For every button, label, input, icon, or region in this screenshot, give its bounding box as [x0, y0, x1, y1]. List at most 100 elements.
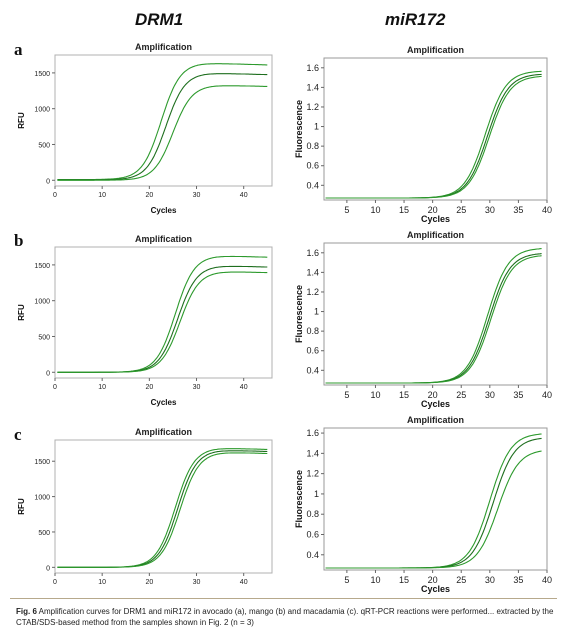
y-tick-label: 0	[46, 565, 50, 572]
x-tick-label: 25	[456, 205, 466, 215]
y-tick-label: 0.6	[306, 161, 319, 171]
y-tick-label: 1.4	[306, 82, 319, 92]
row-letter-b: b	[14, 231, 24, 250]
y-axis-label: Fluorescence	[294, 285, 304, 343]
x-tick-label: 15	[399, 390, 409, 400]
amplification-curve	[325, 450, 542, 569]
x-tick-label: 5	[344, 205, 349, 215]
chart-title: Amplification	[407, 415, 464, 425]
column-title-mir172: miR172	[385, 10, 446, 29]
x-tick-label: 30	[193, 579, 201, 586]
x-tick-label: 20	[428, 575, 438, 585]
amplification-curve	[325, 255, 542, 384]
column-title-drm1: DRM1	[135, 10, 184, 29]
y-tick-label: 1.4	[306, 267, 319, 277]
x-axis-label: Cycles	[421, 399, 450, 409]
y-tick-label: 1.2	[306, 287, 319, 297]
caption-text: Amplification curves for DRM1 and miR172…	[16, 607, 554, 627]
x-tick-label: 40	[542, 390, 552, 400]
x-tick-label: 5	[344, 575, 349, 585]
y-axis-label: RFU	[17, 112, 26, 129]
x-axis-label: Cycles	[151, 206, 177, 215]
chart-title: Amplification	[135, 427, 192, 437]
x-tick-label: 35	[513, 575, 523, 585]
x-tick-label: 20	[145, 192, 153, 199]
x-tick-label: 40	[240, 192, 248, 199]
y-tick-label: 1.2	[306, 469, 319, 479]
y-tick-label: 1000	[34, 107, 50, 114]
y-tick-label: 0.8	[306, 141, 319, 151]
y-tick-label: 0.4	[306, 550, 319, 560]
y-tick-label: 1500	[34, 263, 50, 270]
caption-rule	[10, 598, 557, 599]
x-tick-label: 10	[370, 205, 380, 215]
x-tick-label: 10	[98, 579, 106, 586]
y-tick-label: 1.4	[306, 448, 319, 458]
x-tick-label: 35	[513, 390, 523, 400]
x-tick-label: 15	[399, 205, 409, 215]
y-tick-label: 1	[314, 489, 319, 499]
chart-c-drm1: Amplification010203040050010001500Cycles…	[17, 427, 273, 586]
x-tick-label: 20	[428, 390, 438, 400]
y-tick-label: 0	[46, 178, 50, 185]
y-tick-label: 1.2	[306, 102, 319, 112]
x-tick-label: 0	[53, 192, 57, 199]
amplification-curve	[57, 271, 268, 373]
y-tick-label: 0.6	[306, 530, 319, 540]
y-axis-label: RFU	[17, 304, 26, 321]
x-tick-label: 25	[456, 575, 466, 585]
y-tick-label: 500	[38, 142, 50, 149]
x-tick-label: 30	[193, 192, 201, 199]
y-tick-label: 0.8	[306, 326, 319, 336]
chart-a-mir172: Amplification 5 10 15 20 25 30 35 40 0.4 0.6 0.8 1 1.…	[294, 45, 552, 224]
row-letter-a: a	[14, 40, 23, 59]
x-axis-label: Cycles	[421, 214, 450, 224]
x-tick-label: 40	[542, 205, 552, 215]
chart-title: Amplification	[407, 45, 464, 55]
y-tick-label: 0.8	[306, 509, 319, 519]
x-tick-label: 15	[399, 575, 409, 585]
y-tick-label: 1.6	[306, 428, 319, 438]
y-tick-label: 1	[314, 122, 319, 132]
y-tick-label: 0.4	[306, 180, 319, 190]
amplification-curve	[57, 452, 268, 568]
x-tick-label: 30	[485, 390, 495, 400]
x-tick-label: 10	[370, 575, 380, 585]
y-axis-label: RFU	[17, 498, 26, 515]
x-tick-label: 30	[193, 384, 201, 391]
caption-fig-label: Fig. 6	[16, 607, 37, 616]
chart-c-mir172: Amplification 5 10 15 20 25 30 35 40 0.4 0.6 0.8 1 1.…	[294, 415, 552, 594]
y-tick-label: 1.6	[306, 248, 319, 258]
chart-b-drm1: Amplification 0 10 20 30 40 0 500 1000 1500 Cycles…	[17, 234, 273, 407]
y-tick-label: 1000	[34, 495, 50, 502]
chart-b-mir172: Amplification 5 10 15 20 25 30 35 40 0.4 0.6 0.8 1 1.…	[294, 230, 552, 409]
x-tick-label: 10	[370, 390, 380, 400]
x-tick-label: 0	[53, 579, 57, 586]
x-tick-label: 30	[485, 575, 495, 585]
x-tick-label: 10	[98, 384, 106, 391]
y-tick-label: 1	[314, 307, 319, 317]
chart-title: Amplification	[135, 234, 192, 244]
chart-title: Amplification	[135, 42, 192, 52]
amplification-curve	[57, 85, 268, 181]
x-tick-label: 40	[542, 575, 552, 585]
chart-a-drm1: Amplification 0 10 20 30 40 0 500 1000 1500 Cycles…	[17, 42, 273, 215]
x-tick-label: 35	[513, 205, 523, 215]
y-tick-label: 0.4	[306, 365, 319, 375]
x-tick-label: 40	[240, 384, 248, 391]
y-tick-label: 500	[38, 334, 50, 341]
y-tick-label: 0	[46, 370, 50, 377]
x-tick-label: 10	[98, 192, 106, 199]
y-tick-label: 500	[38, 530, 50, 537]
y-tick-label: 1500	[34, 459, 50, 466]
row-letter-c: c	[14, 425, 22, 444]
x-axis-label: Cycles	[421, 584, 450, 594]
x-tick-label: 20	[428, 205, 438, 215]
x-tick-label: 30	[485, 205, 495, 215]
x-tick-label: 20	[145, 384, 153, 391]
figure-caption: Fig. 6 Amplification curves for DRM1 and…	[16, 606, 556, 628]
y-axis-label: Fluorescence	[294, 470, 304, 528]
y-axis-label: Fluorescence	[294, 100, 304, 158]
y-tick-label: 0.6	[306, 346, 319, 356]
